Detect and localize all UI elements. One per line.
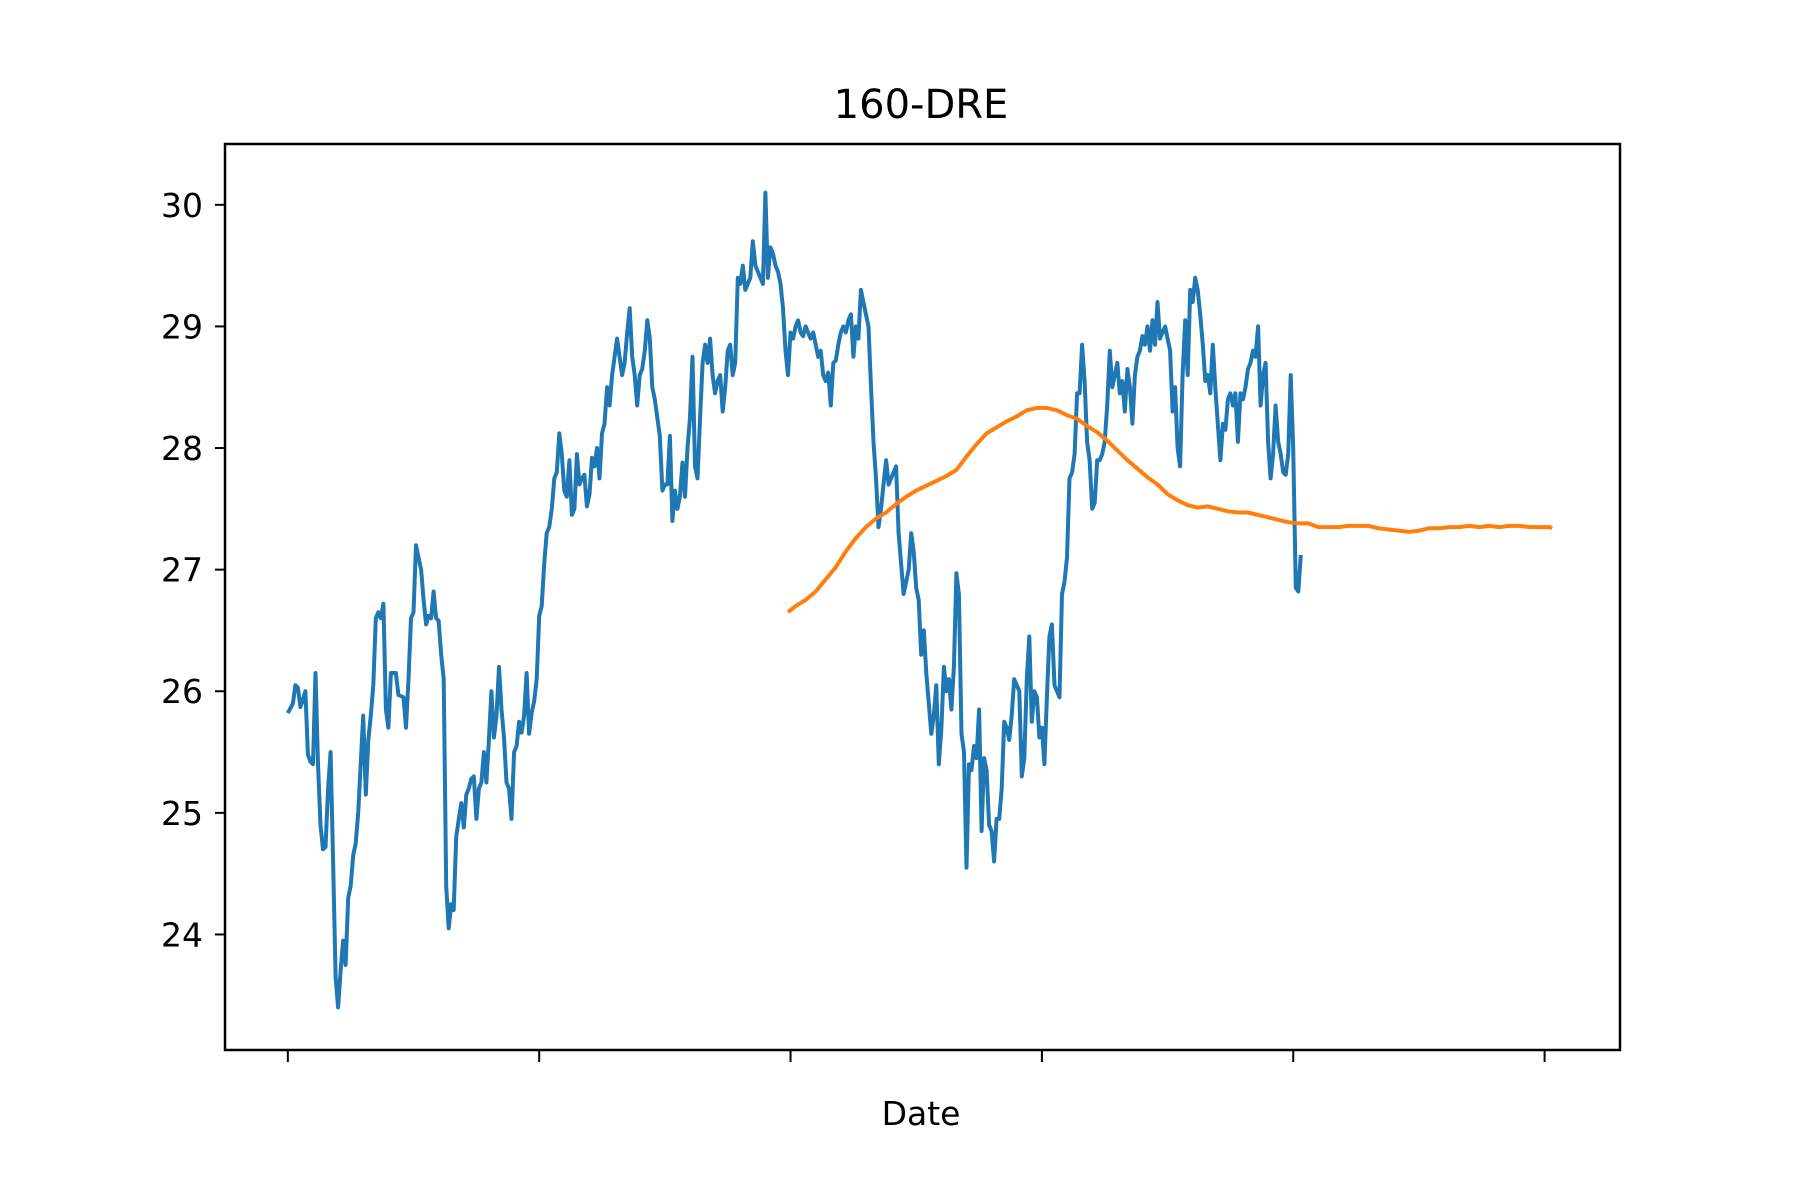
y-tick-label-6: 30	[161, 186, 203, 225]
plot-area	[223, 142, 1622, 1052]
y-axis: 24 25 26 27 28 29 30	[161, 186, 225, 954]
y-tick-label-4: 28	[161, 429, 203, 468]
x-axis	[286, 1050, 1546, 1062]
series-line-0	[286, 190, 1303, 1010]
y-tick-label-1: 25	[161, 794, 203, 833]
y-tick-label-0: 24	[161, 915, 203, 954]
series-line-1	[786, 405, 1553, 614]
y-tick-label-3: 27	[161, 551, 203, 590]
x-axis-label: Date	[882, 1094, 961, 1133]
chart-title: 160-DRE	[834, 82, 1009, 128]
y-tick-label-2: 26	[161, 672, 203, 711]
series-group	[286, 190, 1553, 1010]
y-tick-label-5: 29	[161, 307, 203, 346]
